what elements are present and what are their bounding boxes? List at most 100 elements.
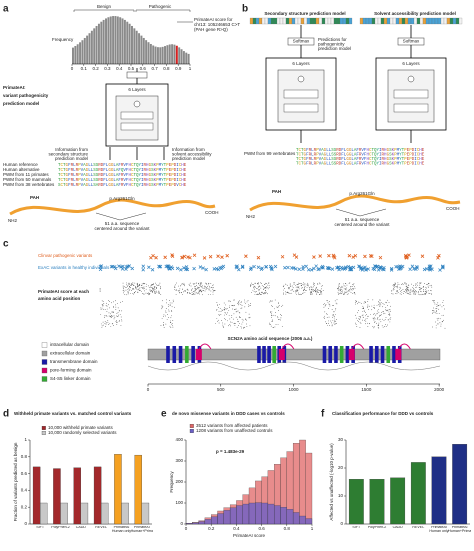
score-dot <box>387 305 388 306</box>
score-dot <box>290 286 292 287</box>
score-dot <box>239 316 240 318</box>
score-dot <box>127 293 129 295</box>
score-dot <box>127 285 129 286</box>
score-dot <box>249 302 251 304</box>
score-dot <box>382 326 384 328</box>
score-dot <box>391 293 393 294</box>
score-dot <box>321 293 323 295</box>
variant-mark <box>339 265 344 270</box>
variant-mark <box>420 254 425 258</box>
score-dot <box>433 307 435 309</box>
histogram-bar <box>217 513 224 525</box>
bar <box>114 454 122 525</box>
score-dot <box>128 290 130 291</box>
score-dot <box>171 325 173 327</box>
score-dot <box>258 289 260 291</box>
score-dot <box>335 302 337 304</box>
score-dot <box>120 325 122 326</box>
score-dot <box>207 288 209 290</box>
variant-mark <box>375 264 379 269</box>
variant-mark <box>202 256 207 260</box>
score-dot <box>408 289 409 291</box>
score-dot <box>433 310 435 312</box>
score-dot <box>135 288 137 290</box>
score-dot <box>239 317 240 319</box>
score-dot <box>271 314 272 316</box>
score-dot <box>373 313 375 315</box>
score-dot <box>115 306 117 308</box>
score-dot <box>424 283 425 284</box>
score-dot <box>138 289 139 291</box>
score-dot <box>258 285 260 287</box>
score-dot <box>357 303 358 305</box>
score-dot <box>244 302 246 304</box>
score-dot <box>376 313 378 315</box>
score-dot <box>423 286 424 288</box>
score-dot <box>396 291 398 293</box>
score-dot <box>400 290 401 292</box>
score-dot <box>388 301 390 303</box>
score-dot <box>132 285 134 286</box>
score-dot <box>444 308 446 310</box>
score-dot <box>258 290 260 292</box>
score-dot <box>325 321 327 323</box>
score-dot <box>195 290 196 292</box>
score-dot <box>435 324 437 326</box>
score-dot <box>174 284 176 286</box>
score-dot <box>370 313 371 315</box>
score-dot <box>198 292 200 294</box>
histogram-bar <box>255 502 262 525</box>
score-dot <box>153 288 154 290</box>
score-dot <box>174 285 176 287</box>
score-dot <box>235 311 237 313</box>
score-dot <box>200 283 201 285</box>
score-dot <box>432 310 433 312</box>
score-dot <box>146 283 148 285</box>
score-dot <box>198 282 200 284</box>
score-dot <box>403 291 405 292</box>
variant-mark <box>149 255 153 260</box>
score-dot <box>397 290 399 291</box>
score-dot <box>331 309 333 310</box>
score-dot <box>304 284 306 286</box>
score-dot <box>352 284 353 285</box>
score-dot <box>194 294 196 295</box>
score-dot <box>140 289 141 291</box>
variant-mark <box>408 267 412 272</box>
score-dot <box>372 299 374 301</box>
variant-mark <box>109 264 114 269</box>
score-dot <box>430 293 432 294</box>
score-dot <box>152 287 154 289</box>
score-dot <box>368 305 370 307</box>
score-dot <box>289 285 291 287</box>
score-dot <box>219 308 221 310</box>
score-dot <box>393 287 395 289</box>
score-dot <box>437 323 439 325</box>
score-dot <box>171 302 173 304</box>
score-dot <box>105 323 107 325</box>
bar <box>134 454 142 525</box>
score-dot <box>254 291 256 293</box>
tick-label: 0.3 <box>104 66 111 71</box>
score-dot <box>424 288 426 290</box>
score-dot <box>266 283 267 284</box>
score-dot <box>268 285 270 287</box>
score-dot <box>328 316 330 318</box>
score-dot <box>379 299 381 301</box>
score-dot <box>378 325 380 326</box>
score-dot <box>425 290 426 292</box>
score-dot <box>438 317 439 319</box>
tm-segment <box>369 346 373 363</box>
score-dot <box>259 286 261 287</box>
score-dot <box>413 292 414 294</box>
score-dot <box>153 286 155 287</box>
score-dot <box>301 287 303 289</box>
histogram-bar <box>83 37 86 64</box>
variant-mark <box>370 254 374 259</box>
y-tick-label: 300 <box>175 458 183 463</box>
variant-mark <box>240 264 245 269</box>
histogram-bar <box>121 18 124 64</box>
score-dot <box>129 283 131 285</box>
variant-mark <box>415 266 419 270</box>
score-dot <box>430 290 432 292</box>
